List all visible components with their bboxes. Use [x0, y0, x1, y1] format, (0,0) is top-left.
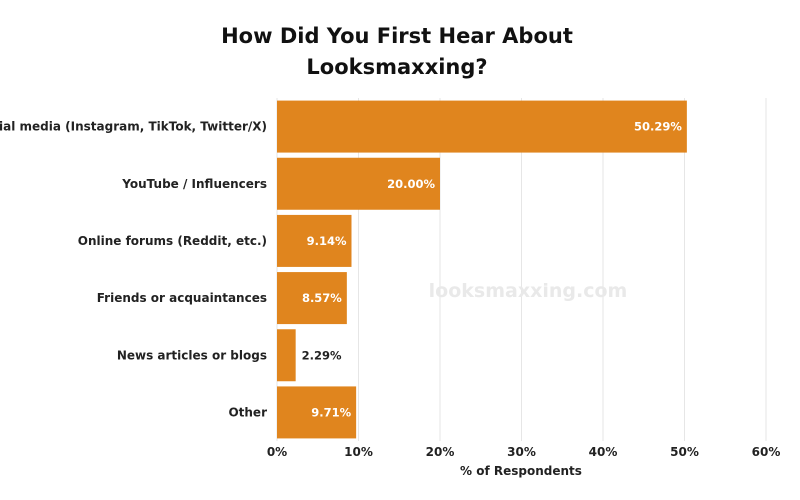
category-label: Social media (Instagram, TikTok, Twitter… [0, 120, 267, 134]
grid-layer [276, 98, 767, 441]
bars-layer [277, 100, 687, 439]
x-tick-label: 30% [507, 445, 536, 459]
x-tick-label: 40% [589, 445, 618, 459]
labels-layer: Social media (Instagram, TikTok, Twitter… [0, 120, 682, 420]
x-tick-label: 20% [426, 445, 455, 459]
bar [277, 272, 347, 325]
category-label: Friends or acquaintances [97, 291, 267, 305]
watermark: looksmaxxing.com [429, 280, 628, 302]
chart-title-line-2: Looksmaxxing? [306, 55, 487, 79]
bar [277, 214, 352, 267]
x-tick-label: 60% [752, 445, 781, 459]
x-tick-label: 0% [267, 445, 287, 459]
category-label: News articles or blogs [117, 348, 267, 362]
ticks-layer: 0% 10% 20% 30% 40% 50% 60% [267, 445, 781, 459]
category-label: Online forums (Reddit, etc.) [78, 234, 267, 248]
value-label: 20.00% [387, 177, 435, 191]
category-label: YouTube / Influencers [121, 177, 267, 191]
value-label: 9.71% [311, 405, 351, 419]
bar [277, 329, 296, 382]
x-axis-title: % of Respondents [460, 464, 582, 478]
bar [277, 100, 687, 153]
x-tick-label: 10% [344, 445, 373, 459]
x-tick-label: 50% [670, 445, 699, 459]
value-label: 9.14% [307, 234, 347, 248]
value-label: 50.29% [634, 120, 682, 134]
bar [277, 157, 440, 210]
value-label: 2.29% [302, 348, 342, 362]
category-label: Other [228, 405, 267, 419]
bar [277, 386, 357, 439]
chart-title-line-1: How Did You First Hear About [221, 24, 573, 48]
value-label: 8.57% [302, 291, 342, 305]
